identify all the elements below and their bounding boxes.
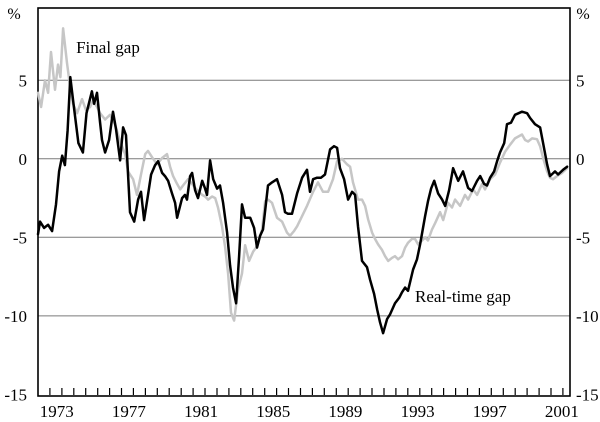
y-tick-label-right--15: -15: [576, 385, 599, 404]
x-tick-label-2001: 2001: [545, 402, 579, 421]
x-tick-label-1981: 1981: [184, 402, 218, 421]
y-tick-label-left--10: -10: [4, 307, 27, 326]
plot-frame: [37, 7, 571, 397]
x-tick-label-1977: 1977: [112, 402, 147, 421]
series-final-gap: [36, 27, 569, 322]
y-axis-unit-right: %: [576, 6, 589, 23]
label-real-time-gap: Real-time gap: [415, 287, 511, 306]
y-tick-label-right-5: 5: [576, 71, 585, 90]
y-tick-label-right--10: -10: [576, 307, 599, 326]
series-real-time-gap: [36, 75, 569, 335]
y-axis-unit-left: %: [7, 6, 20, 23]
y-tick-label-left--5: -5: [13, 228, 27, 247]
y-tick-label-left-5: 5: [19, 71, 28, 90]
x-tick-label-1973: 1973: [40, 402, 74, 421]
x-tick-label-1997: 1997: [473, 402, 508, 421]
label-final-gap: Final gap: [76, 38, 140, 57]
y-tick-label-left-0: 0: [19, 150, 28, 169]
y-tick-label-right--5: -5: [576, 228, 590, 247]
x-tick-label-1989: 1989: [328, 402, 362, 421]
x-tick-label-1993: 1993: [401, 402, 435, 421]
y-tick-label-left--15: -15: [4, 385, 27, 404]
x-tick-label-1985: 1985: [256, 402, 290, 421]
y-tick-label-right-0: 0: [576, 150, 585, 169]
